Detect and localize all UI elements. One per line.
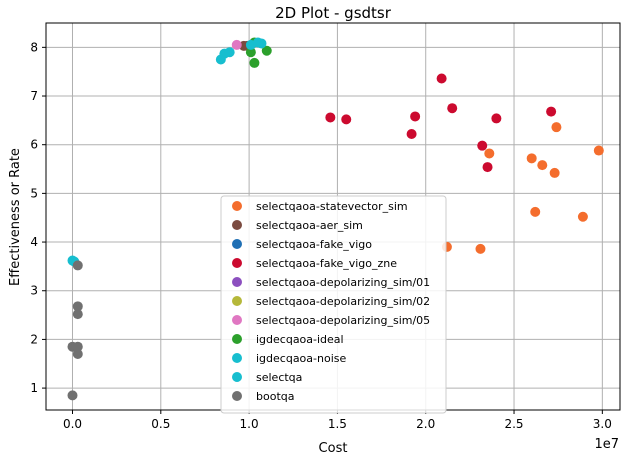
legend-marker	[232, 277, 242, 287]
data-point	[224, 47, 235, 58]
data-point	[484, 148, 495, 159]
legend-marker	[232, 391, 242, 401]
x-tick-label: 0.0	[63, 417, 82, 431]
y-tick-label: 6	[30, 138, 38, 152]
data-point	[67, 390, 78, 401]
data-point	[72, 349, 83, 360]
x-tick-label: 3.0	[593, 417, 612, 431]
data-point	[491, 113, 502, 124]
legend-label: selectqaoa-depolarizing_sim/05	[256, 314, 430, 327]
legend-label: selectqaoa-statevector_sim	[256, 200, 408, 213]
data-point	[325, 112, 336, 123]
legend: selectqaoa-statevector_sim selectqaoa-aer…	[220, 195, 447, 414]
axis-ticks: 0.0 0.5 1.0 1.5 2.0 2.5 3.0 1 2 3 4 5 6 7 8	[30, 40, 612, 431]
data-point	[546, 106, 557, 117]
data-point	[72, 341, 83, 352]
legend-label: selectqaoa-depolarizing_sim/01	[256, 276, 430, 289]
data-point	[72, 309, 83, 320]
data-point	[477, 140, 488, 151]
legend-marker	[232, 353, 242, 363]
legend-marker	[232, 372, 242, 382]
x-tick-label: 1.0	[240, 417, 259, 431]
data-point	[261, 45, 272, 56]
data-point	[341, 114, 352, 125]
y-tick-label: 4	[30, 235, 38, 249]
x-tick-label: 2.0	[416, 417, 435, 431]
data-point	[577, 211, 588, 222]
legend-label: selectqaoa-aer_sim	[256, 219, 363, 232]
data-point	[231, 39, 242, 50]
y-tick-label: 3	[30, 284, 38, 298]
data-point	[256, 38, 267, 49]
data-point	[72, 301, 83, 312]
y-tick-label: 2	[30, 332, 38, 346]
legend-marker	[232, 315, 242, 325]
data-point	[245, 47, 256, 58]
data-point	[551, 122, 562, 133]
data-point	[530, 206, 541, 217]
data-point	[537, 160, 548, 171]
y-tick-label: 8	[30, 40, 38, 54]
data-point	[526, 153, 537, 164]
data-point	[249, 57, 260, 68]
y-tick-label: 1	[30, 381, 38, 395]
x-tick-label: 1.5	[328, 417, 347, 431]
legend-label: selectqaoa-depolarizing_sim/02	[256, 295, 430, 308]
x-tick-label: 0.5	[151, 417, 170, 431]
data-point	[72, 260, 83, 271]
data-point	[475, 243, 486, 254]
legend-box	[220, 195, 447, 414]
legend-marker	[232, 220, 242, 230]
legend-label: selectqaoa-fake_vigo_zne	[256, 257, 397, 270]
legend-label: selectqaoa-fake_vigo	[256, 238, 372, 251]
data-points	[67, 37, 604, 401]
x-axis-label: Cost	[319, 441, 348, 456]
legend-marker	[232, 258, 242, 268]
legend-marker	[232, 239, 242, 249]
x-offset-label: 1e7	[594, 437, 619, 452]
data-point	[447, 103, 458, 114]
legend-marker	[232, 296, 242, 306]
legend-label: igdecqaoa-noise	[256, 352, 346, 365]
x-tick-label: 2.5	[504, 417, 523, 431]
legend-label: igdecqaoa-ideal	[256, 333, 344, 346]
chart-title: 2D Plot - gsdtsr	[275, 4, 392, 22]
data-point	[593, 145, 604, 156]
data-point	[406, 128, 417, 139]
y-tick-label: 7	[30, 89, 38, 103]
legend-marker	[232, 201, 242, 211]
data-point	[410, 111, 421, 122]
legend-label: bootqa	[256, 390, 294, 403]
data-point	[436, 73, 447, 84]
y-axis-label: Effectiveness or Rate	[8, 148, 23, 286]
legend-marker	[232, 334, 242, 344]
data-point	[549, 167, 560, 178]
y-tick-label: 5	[30, 186, 38, 200]
data-point	[482, 162, 493, 173]
legend-label: selectqa	[256, 371, 302, 384]
